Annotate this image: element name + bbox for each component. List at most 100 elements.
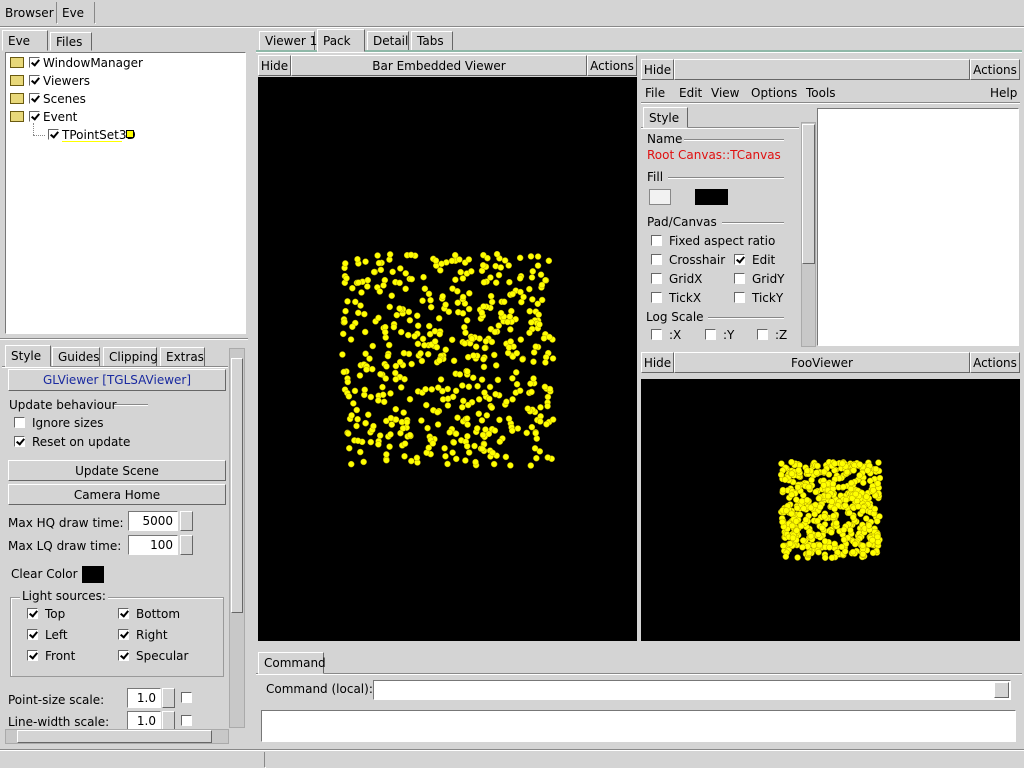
button[interactable]: Update Scene <box>8 460 226 481</box>
command-combo[interactable] <box>373 680 1011 700</box>
light-option-checkbox[interactable] <box>27 650 38 661</box>
tree-item-checkbox[interactable] <box>29 111 40 122</box>
tree-item-checkbox[interactable] <box>29 75 40 86</box>
tree-item-checkbox[interactable] <box>29 57 40 68</box>
combo-button[interactable] <box>994 682 1009 698</box>
tab[interactable]: Style <box>5 345 51 367</box>
option-checkbox[interactable] <box>705 329 716 340</box>
color-swatch[interactable] <box>695 189 728 205</box>
hide-button[interactable]: Hide <box>641 352 674 373</box>
option-checkbox[interactable] <box>651 254 662 265</box>
point <box>817 503 824 511</box>
point <box>829 480 837 488</box>
tab[interactable]: Command <box>258 652 326 674</box>
option-checkbox[interactable] <box>14 417 25 428</box>
canvas-name: Root Canvas::TCanvas <box>647 148 781 162</box>
tree-item-checkbox[interactable] <box>29 93 40 104</box>
tab[interactable]: Guides <box>52 347 100 367</box>
point <box>843 468 851 476</box>
point <box>354 415 361 423</box>
tree-item-checkbox[interactable] <box>48 129 59 140</box>
point <box>480 363 488 371</box>
menu-item: Options <box>751 86 798 100</box>
tab[interactable]: Detail <box>367 31 409 51</box>
option-checkbox[interactable] <box>651 273 662 284</box>
tab[interactable]: Pack <box>317 29 365 52</box>
point <box>863 515 870 522</box>
point <box>529 268 537 275</box>
checkbox[interactable] <box>181 715 192 726</box>
color-swatch[interactable] <box>649 189 671 205</box>
tab[interactable]: Style <box>643 107 688 128</box>
actions-button[interactable]: Actions <box>970 59 1020 80</box>
light-option-checkbox[interactable] <box>118 650 129 661</box>
button[interactable]: Camera Home <box>8 484 226 505</box>
option-checkbox[interactable] <box>651 292 662 303</box>
point <box>799 544 806 551</box>
point <box>374 252 381 259</box>
option-checkbox[interactable] <box>734 254 745 265</box>
option-checkbox[interactable] <box>757 329 768 340</box>
tab[interactable]: Extras <box>160 347 205 367</box>
option-label: GridX <box>669 272 703 286</box>
point <box>383 363 390 370</box>
actions-button[interactable]: Actions <box>587 55 637 76</box>
point <box>792 518 800 525</box>
light-option-checkbox[interactable] <box>27 608 38 619</box>
point <box>788 491 795 499</box>
point <box>490 460 498 468</box>
point <box>411 333 418 340</box>
spin-button[interactable] <box>180 535 193 555</box>
hide-button[interactable]: Hide <box>641 59 674 80</box>
point <box>488 298 496 306</box>
point <box>464 421 471 428</box>
hide-button[interactable]: Hide <box>258 55 291 76</box>
point <box>369 365 376 373</box>
number-input[interactable]: 1.0 <box>127 711 161 731</box>
point <box>532 343 540 350</box>
point <box>341 318 348 326</box>
point <box>480 279 488 286</box>
point <box>520 293 527 301</box>
point <box>793 527 800 534</box>
point <box>852 490 859 498</box>
scroll-thumb <box>17 730 212 743</box>
point <box>454 299 462 306</box>
tab[interactable]: Viewer 1 <box>259 31 317 51</box>
point <box>842 502 849 509</box>
spin-button[interactable] <box>162 688 175 708</box>
tab[interactable]: Tabs <box>411 31 453 51</box>
light-option-checkbox[interactable] <box>118 608 129 619</box>
point <box>782 553 790 560</box>
option-checkbox[interactable] <box>734 292 745 303</box>
actions-button[interactable]: Actions <box>970 352 1020 373</box>
spin-button[interactable] <box>180 511 193 531</box>
object-button[interactable]: GLViewer [TGLSAViewer] <box>8 369 226 391</box>
light-option-checkbox[interactable] <box>118 629 129 640</box>
number-input[interactable]: 1.0 <box>127 688 161 708</box>
spin-button[interactable] <box>162 711 175 731</box>
point <box>422 386 429 393</box>
option-checkbox[interactable] <box>734 273 745 284</box>
point <box>533 454 540 462</box>
point <box>486 383 494 391</box>
point <box>454 414 461 421</box>
option-checkbox[interactable] <box>14 436 25 447</box>
tab[interactable]: Clipping <box>103 347 158 367</box>
tab[interactable]: Eve <box>2 30 48 51</box>
number-input[interactable]: 5000 <box>128 511 178 531</box>
point <box>513 350 521 357</box>
point <box>538 296 546 304</box>
field-label: Line-width scale: <box>8 715 110 729</box>
point <box>364 276 372 284</box>
option-checkbox[interactable] <box>651 329 662 340</box>
tab[interactable]: Files <box>50 32 92 51</box>
color-swatch[interactable] <box>82 566 104 583</box>
option-checkbox[interactable] <box>651 235 662 246</box>
checkbox[interactable] <box>181 692 192 703</box>
point <box>833 519 840 527</box>
point <box>452 430 460 438</box>
point <box>436 330 443 338</box>
number-input[interactable]: 100 <box>128 535 178 555</box>
light-option-checkbox[interactable] <box>27 629 38 640</box>
